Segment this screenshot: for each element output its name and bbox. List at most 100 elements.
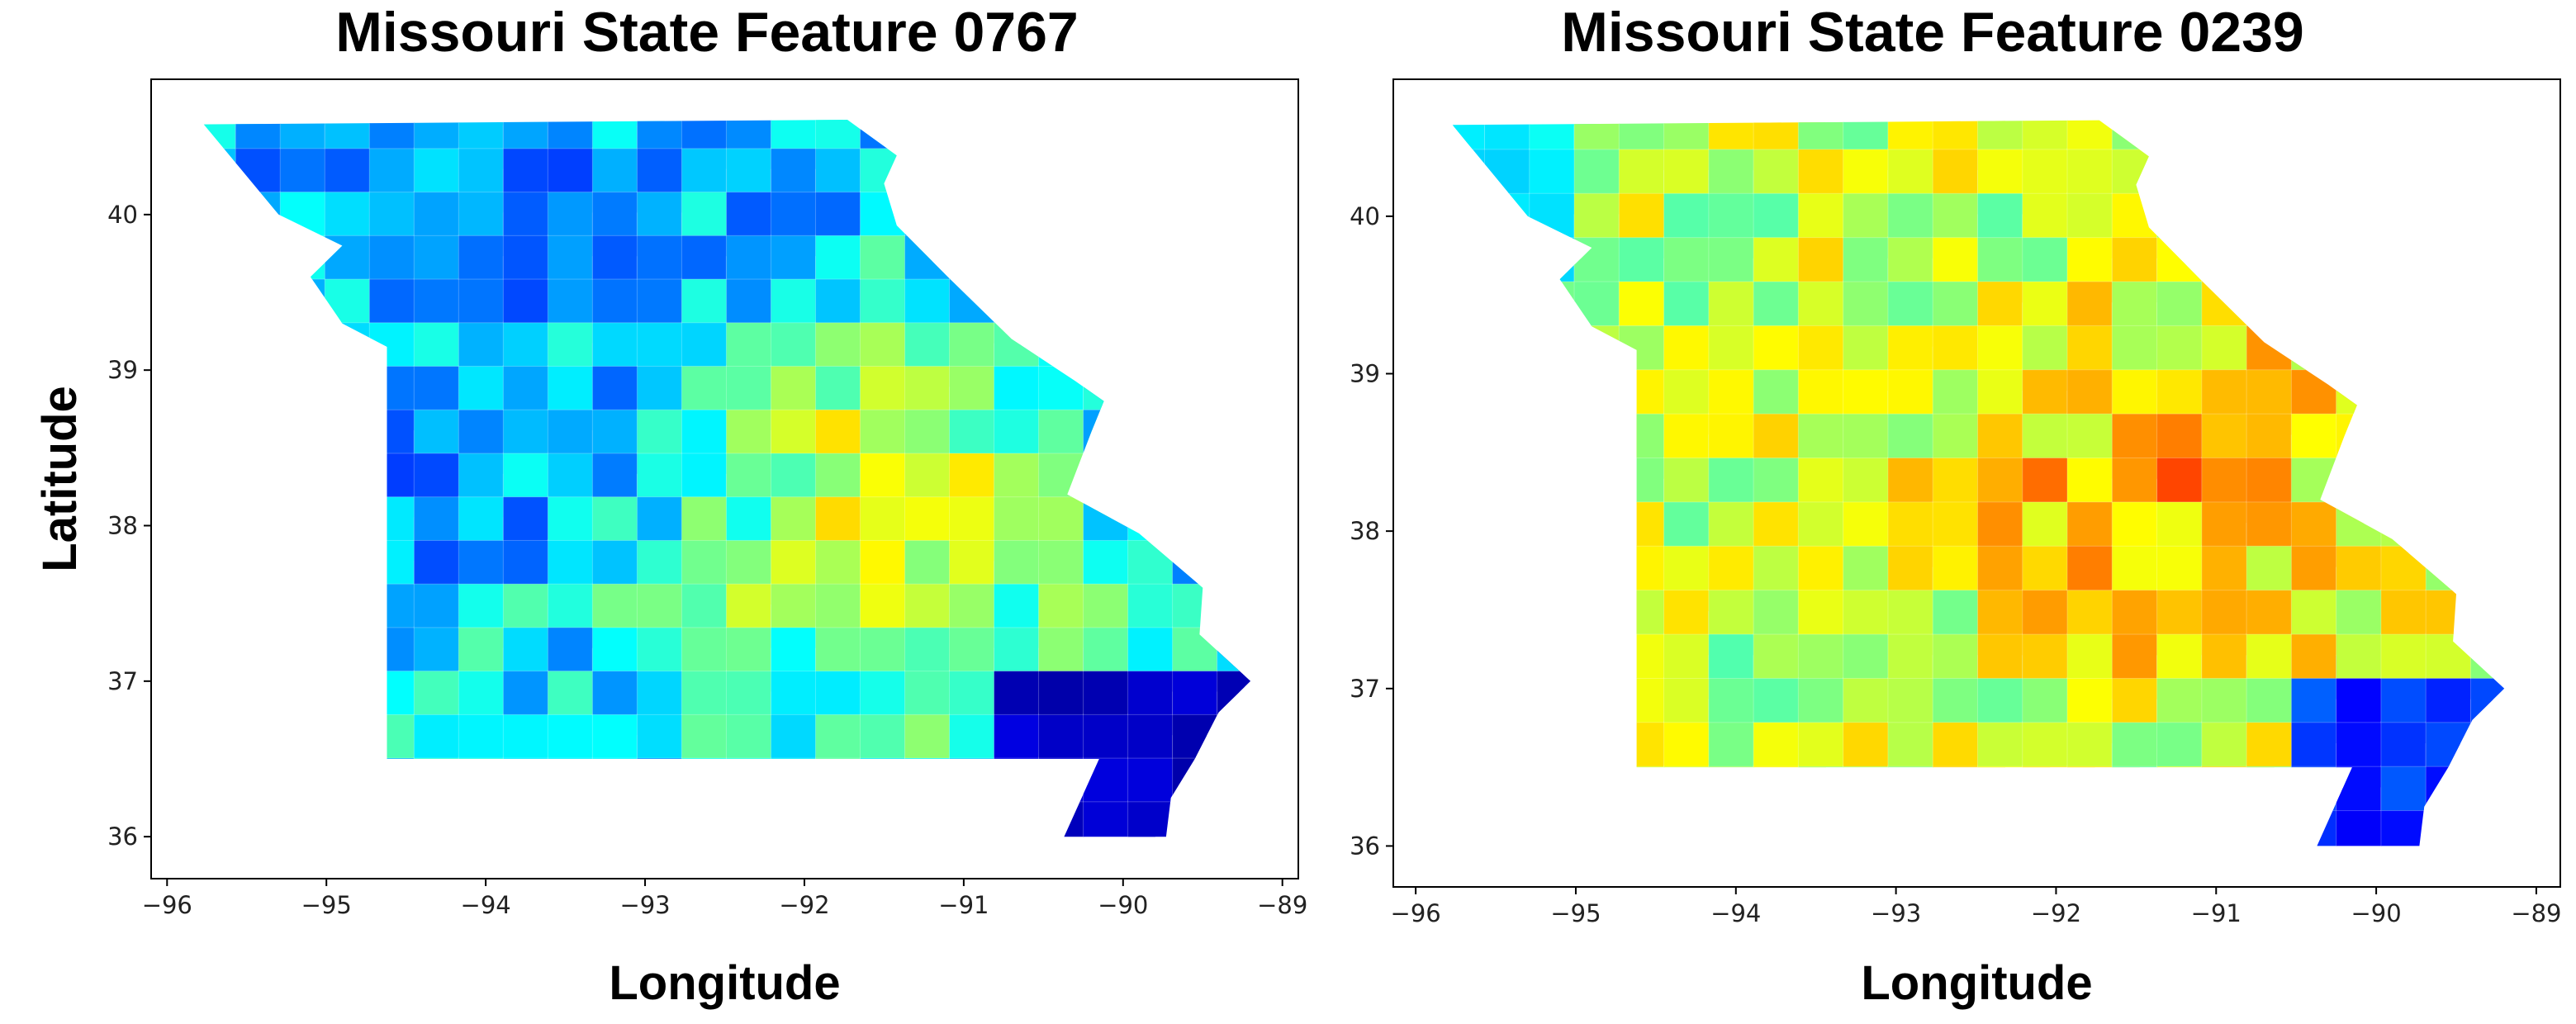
- county: [2336, 60, 2382, 105]
- county: [1452, 655, 1486, 723]
- county: [1127, 191, 1174, 236]
- county: [1452, 170, 1486, 239]
- county: [2201, 120, 2248, 150]
- county: [681, 147, 728, 193]
- county: [1753, 589, 1800, 635]
- county: [1217, 582, 1251, 628]
- county: [859, 147, 933, 193]
- county: [859, 277, 906, 324]
- county: [1797, 280, 1845, 326]
- county: [859, 626, 906, 672]
- county: [636, 713, 683, 759]
- county: [1529, 589, 1603, 635]
- county: [1529, 721, 1576, 767]
- county: [1932, 544, 1979, 591]
- county: [2380, 280, 2455, 326]
- county: [203, 277, 237, 324]
- county: [2022, 544, 2069, 591]
- county: [904, 277, 951, 324]
- county: [458, 120, 505, 149]
- county: [1888, 60, 1933, 105]
- county: [1483, 765, 1531, 812]
- county: [2380, 192, 2455, 239]
- county: [1797, 457, 1845, 503]
- county: [414, 60, 486, 105]
- county: [1038, 800, 1085, 837]
- county: [191, 60, 236, 105]
- county: [949, 256, 996, 324]
- county: [1708, 324, 1755, 371]
- county: [1452, 412, 1486, 459]
- county: [413, 234, 460, 280]
- county: [681, 60, 727, 105]
- county: [235, 120, 282, 149]
- county: [1172, 299, 1219, 367]
- county: [2066, 500, 2113, 547]
- county: [1172, 538, 1219, 585]
- county: [1083, 538, 1130, 585]
- county: [1452, 324, 1486, 371]
- county: [1083, 147, 1130, 193]
- county: [1127, 386, 1174, 454]
- county: [368, 670, 415, 715]
- county: [1172, 582, 1245, 628]
- x-tick-label: −92: [779, 891, 829, 919]
- county: [1843, 676, 1890, 723]
- county: [636, 120, 683, 149]
- county: [1529, 148, 1576, 194]
- county: [2380, 120, 2427, 150]
- county: [904, 582, 951, 628]
- county: [1262, 648, 1307, 714]
- county: [2066, 192, 2113, 239]
- county: [1172, 147, 1219, 193]
- county: [1618, 120, 1666, 150]
- county: [1083, 495, 1130, 541]
- county: [2066, 633, 2113, 679]
- county: [547, 713, 594, 759]
- panel: Missouri State Feature 0239 −96 −95 −94 −93 −…: [1350, 1, 2576, 1010]
- county: [2516, 501, 2561, 546]
- county: [458, 191, 505, 236]
- county: [279, 626, 326, 672]
- county: [949, 234, 996, 280]
- county: [2201, 280, 2248, 326]
- county: [279, 778, 326, 837]
- county: [1127, 800, 1174, 837]
- county: [2111, 809, 2159, 846]
- county: [458, 234, 505, 280]
- county: [1262, 453, 1307, 497]
- county: [1262, 409, 1307, 453]
- county: [1887, 633, 1934, 679]
- county: [2469, 589, 2505, 635]
- county: [458, 60, 530, 105]
- county: [1573, 120, 1620, 150]
- county: [2516, 590, 2576, 634]
- county: [279, 321, 326, 367]
- county: [2336, 633, 2383, 679]
- county: [2425, 721, 2499, 767]
- county: [1172, 120, 1219, 149]
- county: [1708, 236, 1755, 282]
- county: [904, 234, 951, 280]
- x-tick-label: −92: [2031, 899, 2081, 927]
- county: [636, 191, 683, 236]
- county: [2156, 236, 2204, 282]
- axes-frame: [150, 78, 1299, 879]
- county: [324, 582, 398, 628]
- county: [2469, 809, 2505, 846]
- county: [2201, 765, 2275, 812]
- x-tick-label: −91: [2191, 899, 2242, 927]
- y-tick-label: 36: [107, 823, 138, 851]
- county: [1976, 120, 2024, 150]
- county: [859, 670, 906, 715]
- county: [770, 582, 817, 628]
- county: [1483, 457, 1531, 503]
- county: [2516, 369, 2576, 414]
- county: [235, 538, 309, 585]
- county: [279, 365, 353, 410]
- county: [547, 277, 594, 324]
- county: [1483, 120, 1531, 150]
- county: [1618, 589, 1666, 635]
- county: [1708, 809, 1782, 846]
- county: [2201, 148, 2248, 194]
